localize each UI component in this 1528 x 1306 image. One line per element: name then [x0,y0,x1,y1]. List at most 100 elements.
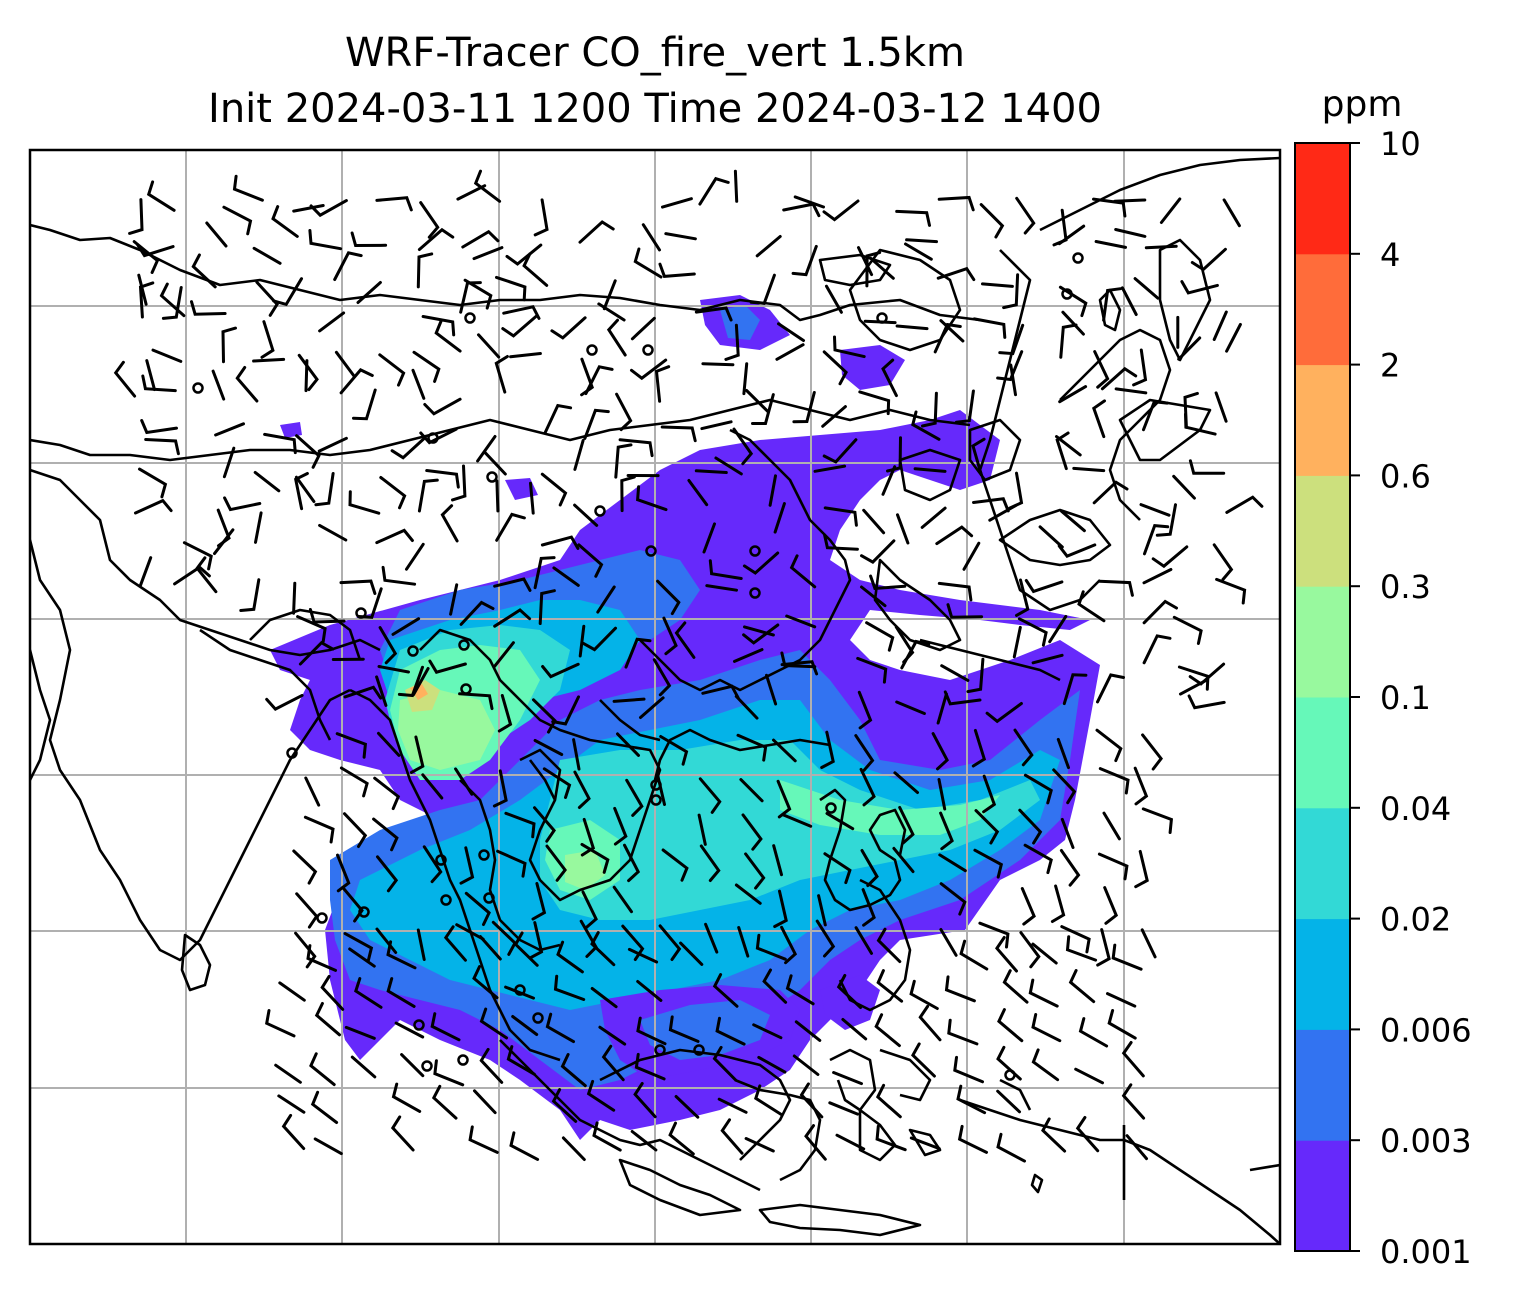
wind-barb [1133,766,1149,806]
wind-barb [780,925,798,965]
wind-barb [704,922,719,954]
wind-barb [573,503,599,527]
wind-barb [596,585,616,614]
wind-barb [1096,928,1111,967]
wind-barb [376,855,399,893]
wind-barb [751,393,775,425]
wind-barb [421,315,456,337]
colorbar-band [1295,697,1350,809]
wind-barb [497,694,513,733]
wind-barb [1092,480,1129,505]
wind-barb [981,282,1014,288]
wind-barb [823,506,858,527]
wind-barb [694,469,728,474]
wind-barb [581,626,617,652]
wind-barb [639,696,665,719]
wind-barb [1100,366,1138,391]
wind-barb [309,1052,336,1087]
wind-barb [344,1025,376,1040]
colorbar-tick-label: 0.001 [1380,1233,1472,1271]
wind-barb [1172,474,1196,500]
wind-barb [391,1082,422,1113]
calm-wind-marker [654,1044,666,1056]
wind-barb [1179,678,1209,696]
wind-barb [765,673,778,706]
colorbar-ticks: 0.001 0.003 0.006 0.02 0.04 0.1 0.3 0.6 2 4 10 [1350,125,1472,1271]
wind-barb [1094,240,1127,249]
wind-barb [1177,336,1202,361]
wind-barb [835,1133,866,1151]
wind-barb [792,1054,820,1076]
wind-barb [1098,767,1130,795]
wind-barb [825,811,855,831]
wind-barb [918,1004,942,1042]
wind-barb [733,169,739,203]
wind-barb [895,209,931,227]
wind-barb [698,176,730,206]
wind-barb [265,693,304,711]
wind-barb [352,388,377,421]
wind-barb [749,273,776,305]
wind-barb [775,343,805,361]
wind-barb [138,281,155,319]
wind-barb [495,512,526,542]
wind-barb [134,498,173,515]
colorbar-tick-label: 0.1 [1380,679,1431,717]
wind-barb [573,770,591,809]
wind-barb [615,392,633,432]
wind-barb [1111,943,1143,971]
wind-barb [1015,578,1030,617]
wind-barb [828,1101,860,1116]
wind-barb [900,639,931,670]
wind-barb [909,979,939,1010]
colorbar-tick-label: 0.3 [1380,568,1431,606]
wind-barb [522,252,549,287]
wind-barb [940,664,970,682]
wind-barb [701,684,740,700]
wind-barb [939,811,954,851]
wind-barb [732,427,754,466]
wind-barb [630,1130,658,1152]
wind-barb [1121,1083,1146,1120]
wind-barb [614,443,633,479]
calm-wind-marker [645,545,657,557]
wind-barb [1058,285,1088,318]
calm-wind-marker [483,892,495,904]
wind-barb [137,273,148,306]
wind-barb [1017,617,1048,647]
wind-barb [419,427,458,445]
wind-barb [506,1045,536,1076]
wind-barb [943,690,982,706]
wind-barb [306,944,337,972]
wind-barb [1151,545,1189,569]
wind-barb [744,1137,775,1153]
wind-barb [815,919,836,958]
coastlines [30,156,1280,1244]
calm-wind-marker [650,794,662,806]
wind-barb [881,465,897,496]
wind-barb [772,844,783,877]
wind-barb [820,730,835,769]
wind-barb [734,694,759,720]
wind-barb [1031,653,1064,665]
wind-barb [1018,808,1043,845]
wind-barb [1188,459,1226,475]
wind-barb [791,244,818,277]
wind-barb [744,852,766,890]
wind-barb [1041,1117,1067,1153]
wind-barb [1002,969,1029,1004]
calm-wind-marker [825,802,837,814]
calm-wind-marker [460,683,472,695]
map-panel [30,150,1280,1244]
wind-barb [1180,280,1219,295]
wind-barb [865,251,882,288]
wind-barb [478,935,502,961]
wind-barb [652,658,672,697]
wind-barb [664,232,697,241]
wind-barb [343,812,368,848]
wind-barb [780,651,817,669]
wind-barb [971,728,987,768]
wind-barb [613,806,628,846]
wind-barb [254,511,263,544]
tracer-contour-level-5 [565,850,605,890]
